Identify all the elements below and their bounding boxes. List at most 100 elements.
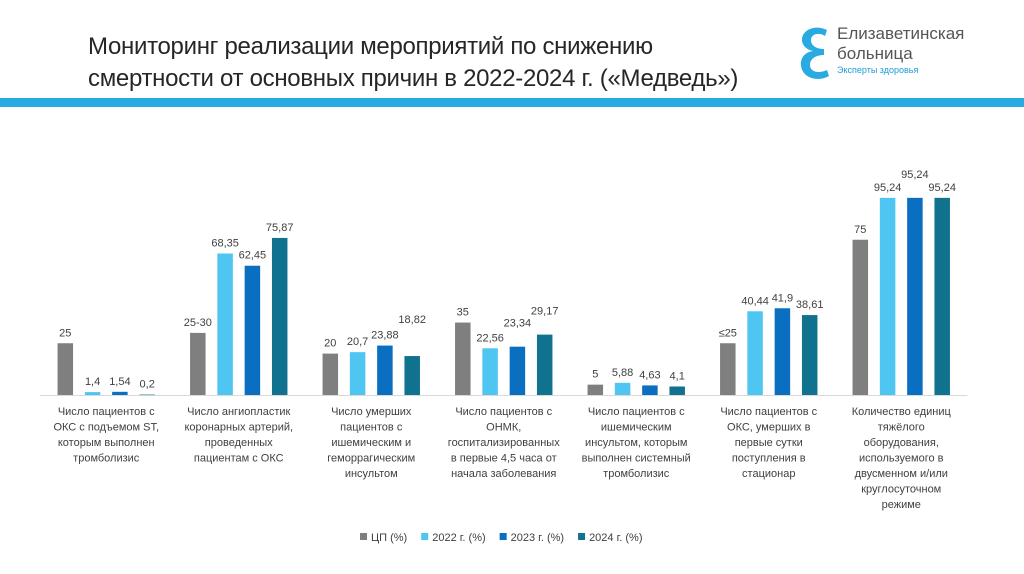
bar [720,343,736,395]
data-label: 95,24 [901,169,929,181]
bar [587,384,604,395]
bar [879,197,896,395]
data-label: 41,9 [772,292,793,304]
bar [934,197,950,395]
data-label: 29,17 [531,306,559,318]
bar [84,392,101,395]
data-label: 40,44 [741,295,769,307]
category-label: ОКС с подъемом ST, [53,422,159,434]
logo-line-1: Елизаветинская [837,24,965,43]
bar [244,265,261,395]
category-label: ОНМК, [486,422,521,434]
data-label: 4,63 [639,369,660,381]
bar [349,352,366,395]
legend-swatch [578,533,586,540]
data-label: 1,54 [109,376,130,388]
bar [614,382,631,395]
category-label: ишемическим и [331,437,411,449]
bar [217,253,233,395]
bar [669,386,685,395]
data-label: 22,56 [476,332,504,344]
bar [536,334,553,395]
bar [57,343,74,395]
category-label: коронарных артерий, [184,422,293,434]
category-label: пациентам с ОКС [194,453,284,465]
category-label: геморрагическим [327,453,415,465]
legend-swatch [360,533,367,540]
data-label: 20 [324,338,336,350]
data-label: 20,7 [347,336,368,348]
bar [774,308,791,395]
category-label: Число пациентов с [720,406,817,418]
legend-label: ЦП (%) [371,532,407,544]
category-label: тяжёлого [878,422,925,434]
header-divider [0,98,1024,107]
data-label: 25 [59,327,71,339]
data-label: 1,4 [85,376,100,388]
data-label: 95,24 [928,182,956,194]
logo-tagline: Эксперты здоровья [837,65,919,75]
bar [112,391,128,395]
category-label: круглосуточном [861,484,941,496]
data-label: 62,45 [239,250,267,262]
data-label: 75 [854,224,866,236]
bar [377,345,393,395]
category-label: тромболизис [603,468,670,480]
category-label: Число пациентов с [588,406,685,418]
logo: Елизаветинская больница Эксперты здоровь… [797,22,997,82]
title-line-1: Мониторинг реализации мероприятий по сни… [88,33,653,60]
bar [271,237,288,395]
logo-line-2: больница [837,44,913,63]
category-label: режиме [882,499,921,511]
data-label: 5,88 [612,367,633,379]
category-label: оборудования, [864,437,939,449]
title-line-2: смертности от основных причин в 2022-202… [88,65,739,92]
data-label: 0,2 [140,379,155,391]
legend-swatch [499,533,507,540]
legend-label: 2023 г. (%) [511,532,564,544]
data-label: 23,34 [504,318,532,330]
category-label: которым выполнен [58,437,155,449]
bar [139,394,155,396]
category-label: Количество единиц [852,406,952,418]
category-label: начала заболевания [451,468,556,480]
bar [747,311,763,395]
data-label: 18,82 [398,314,426,326]
data-label: 25-30 [184,317,212,329]
bar [190,332,206,395]
category-label: первые сутки [735,437,803,449]
page-title: Мониторинг реализации мероприятий по сни… [88,31,738,95]
bar [404,356,420,395]
category-label: Число пациентов с [455,406,552,418]
category-label: проведенных [205,437,273,449]
legend-label: 2024 г. (%) [589,532,642,544]
legend-label: 2022 г. (%) [432,532,485,544]
bar [482,348,498,395]
bar [322,353,339,395]
data-label: ≤25 [719,327,737,339]
data-label: 75,87 [266,222,294,234]
bar [455,322,471,395]
category-label: Число пациентов с [58,406,155,418]
category-label: используемого в [859,453,944,465]
category-label: госпитализированных [448,437,560,449]
data-label: 35 [457,307,469,319]
data-label: 95,24 [874,182,902,194]
bar [907,197,923,395]
data-label: 68,35 [211,238,239,250]
bar [852,239,869,395]
category-label: Число умерших [331,406,412,418]
data-label: 5 [592,369,598,381]
data-label: 23,88 [371,330,399,342]
bar-chart: 25 1,4 1,54 0,2 Число пациентов с ОКС с подъе… [40,169,968,544]
bar [642,385,658,395]
category-label: инсультом, которым [585,437,687,449]
category-label: тромболизис [73,453,140,465]
category-label: стационар [742,468,795,480]
category-label: выполнен системный [582,453,691,465]
data-label: 4,1 [670,371,685,383]
category-label: в первые 4,5 часа от [451,453,557,465]
data-label: 38,61 [796,299,824,311]
category-label: поступления в [732,453,806,465]
category-label: ОКС, умерших в [727,422,811,434]
